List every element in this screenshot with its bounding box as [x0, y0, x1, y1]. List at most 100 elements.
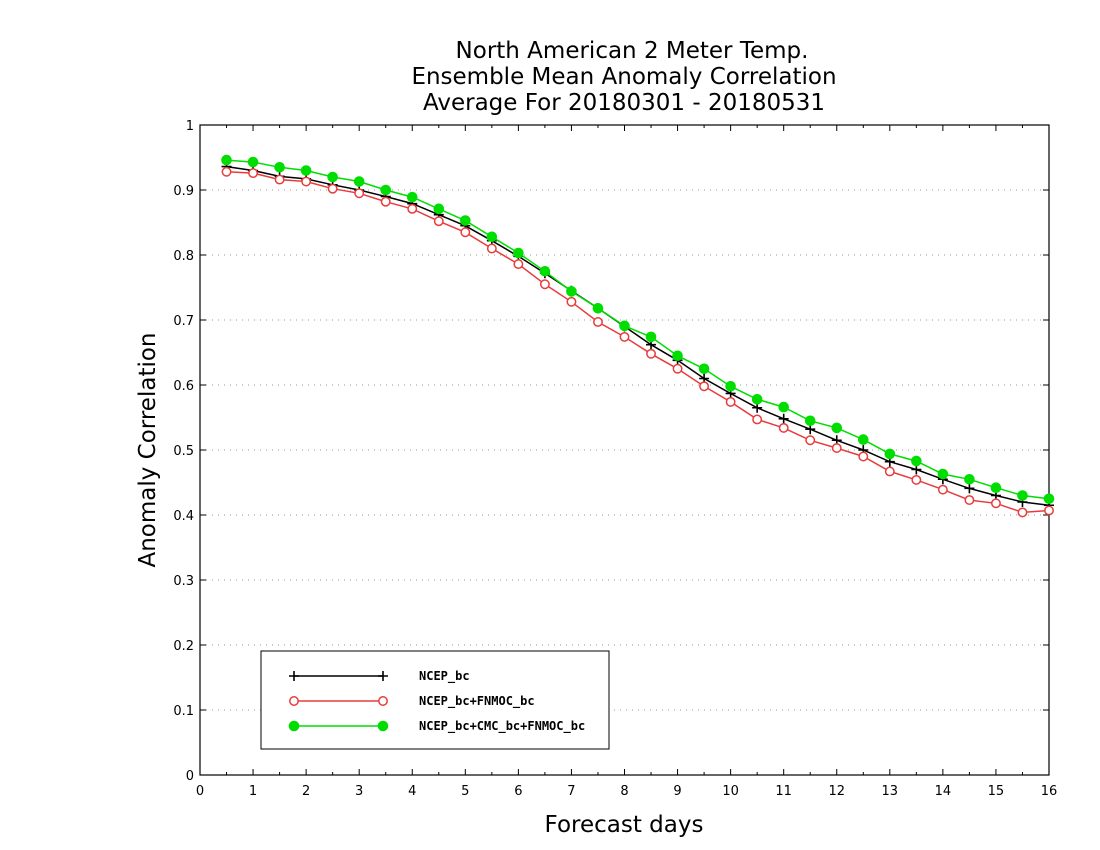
data-point	[778, 422, 789, 433]
legend-label: NCEP_bc+CMC_bc+FNMOC_bc	[419, 719, 585, 734]
data-point	[699, 381, 710, 392]
data-point	[964, 495, 975, 505]
x-tick-label: 16	[1041, 784, 1058, 799]
data-point	[513, 259, 524, 270]
data-point	[300, 165, 312, 176]
x-tick-label: 0	[196, 784, 204, 799]
data-point	[221, 154, 232, 166]
y-tick-label: 0.9	[173, 184, 194, 199]
data-point	[221, 166, 232, 177]
x-tick-label: 15	[988, 784, 1005, 799]
data-point	[937, 468, 949, 480]
data-point	[857, 434, 869, 445]
y-tick-label: 1	[186, 119, 194, 134]
legend-marker	[288, 720, 300, 732]
data-point	[248, 168, 259, 179]
data-point	[752, 414, 763, 425]
legend-marker	[378, 671, 388, 681]
x-axis-label: Forecast days	[545, 812, 704, 838]
data-point	[354, 188, 365, 199]
data-point	[646, 348, 656, 359]
x-tick-label: 13	[882, 784, 899, 799]
legend-label: NCEP_bc	[419, 669, 470, 684]
data-point	[1044, 505, 1054, 516]
data-point	[778, 401, 789, 413]
data-point	[380, 184, 392, 196]
y-tick-label: 0.8	[173, 249, 194, 264]
series-line	[226, 171, 1050, 514]
chart-title-line-2: Ensemble Mean Anomaly Correlation	[411, 64, 836, 90]
y-tick-label: 0.4	[173, 509, 194, 524]
series-2	[221, 154, 1055, 505]
y-axis: 0 0.1 0.2 0.3 0.4 0.5 0.6 0.7 0.8 0.9 1	[173, 119, 1049, 784]
data-point	[884, 448, 896, 460]
y-tick-label: 0.1	[173, 704, 194, 719]
legend-entry: NCEP_bc+CMC_bc+FNMOC_bc	[288, 719, 585, 734]
data-point	[460, 215, 471, 226]
data-point	[301, 176, 312, 187]
data-point	[380, 196, 391, 207]
legend: NCEP_bc NCEP_bc+FNMOC_bc NCEP_bc+CMC_bc+FN…	[260, 650, 610, 750]
data-point	[433, 203, 445, 215]
data-point	[619, 331, 630, 342]
data-point	[911, 474, 922, 485]
legend-entry: NCEP_bc	[289, 669, 470, 684]
data-point	[858, 451, 869, 462]
x-tick-label: 4	[408, 784, 416, 799]
y-axis-label: Anomaly Correlation	[135, 332, 161, 567]
data-point	[247, 156, 259, 168]
series-line	[226, 159, 1050, 500]
x-tick-label: 9	[673, 784, 681, 799]
y-tick-label: 0.2	[173, 639, 194, 654]
data-point	[672, 350, 683, 362]
x-tick-label: 8	[620, 784, 628, 799]
data-point	[990, 498, 1001, 509]
data-point	[805, 435, 816, 446]
data-point	[698, 363, 710, 375]
data-point	[566, 286, 577, 297]
data-point	[592, 303, 604, 314]
data-point	[1017, 507, 1028, 518]
data-point	[406, 191, 418, 203]
data-point	[593, 317, 603, 327]
data-point	[725, 381, 736, 392]
data-point	[274, 161, 285, 173]
x-tick-label: 5	[461, 784, 469, 799]
legend-entry: NCEP_bc+FNMOC_bc	[289, 694, 535, 709]
data-point	[1017, 490, 1028, 501]
x-axis: 0 1 2 3 4 5 6 7 8 9 10 11 12 13 14 15 16	[196, 125, 1057, 799]
grid-lines	[200, 189, 1049, 711]
y-tick-label: 0.5	[173, 444, 194, 459]
legend-marker	[289, 696, 299, 706]
series-0	[221, 161, 1054, 511]
data-point	[407, 203, 418, 214]
data-point	[353, 176, 365, 187]
data-point	[486, 231, 498, 243]
data-point	[539, 265, 551, 277]
data-point	[274, 174, 285, 185]
y-tick-label: 0.3	[173, 574, 194, 589]
data-point	[804, 415, 816, 427]
legend-marker	[377, 720, 389, 732]
data-point	[1043, 493, 1055, 505]
data-point	[645, 331, 657, 343]
data-point	[751, 394, 763, 405]
data-point	[327, 183, 338, 194]
chart-title-line-1: North American 2 Meter Temp.	[456, 38, 809, 64]
series-line	[226, 165, 1050, 507]
y-tick-label: 0	[186, 769, 194, 784]
x-tick-label: 6	[514, 784, 522, 799]
data-point	[911, 455, 922, 467]
data-point	[433, 216, 444, 227]
x-tick-label: 14	[935, 784, 952, 799]
legend-label: NCEP_bc+FNMOC_bc	[419, 694, 535, 709]
x-tick-label: 2	[302, 784, 310, 799]
data-point	[831, 422, 843, 434]
series-layer	[221, 154, 1055, 518]
legend-marker	[289, 671, 299, 681]
data-point	[778, 413, 789, 424]
data-point	[672, 363, 683, 374]
data-point	[964, 473, 975, 485]
legend-marker	[378, 696, 388, 706]
data-point	[725, 396, 736, 407]
